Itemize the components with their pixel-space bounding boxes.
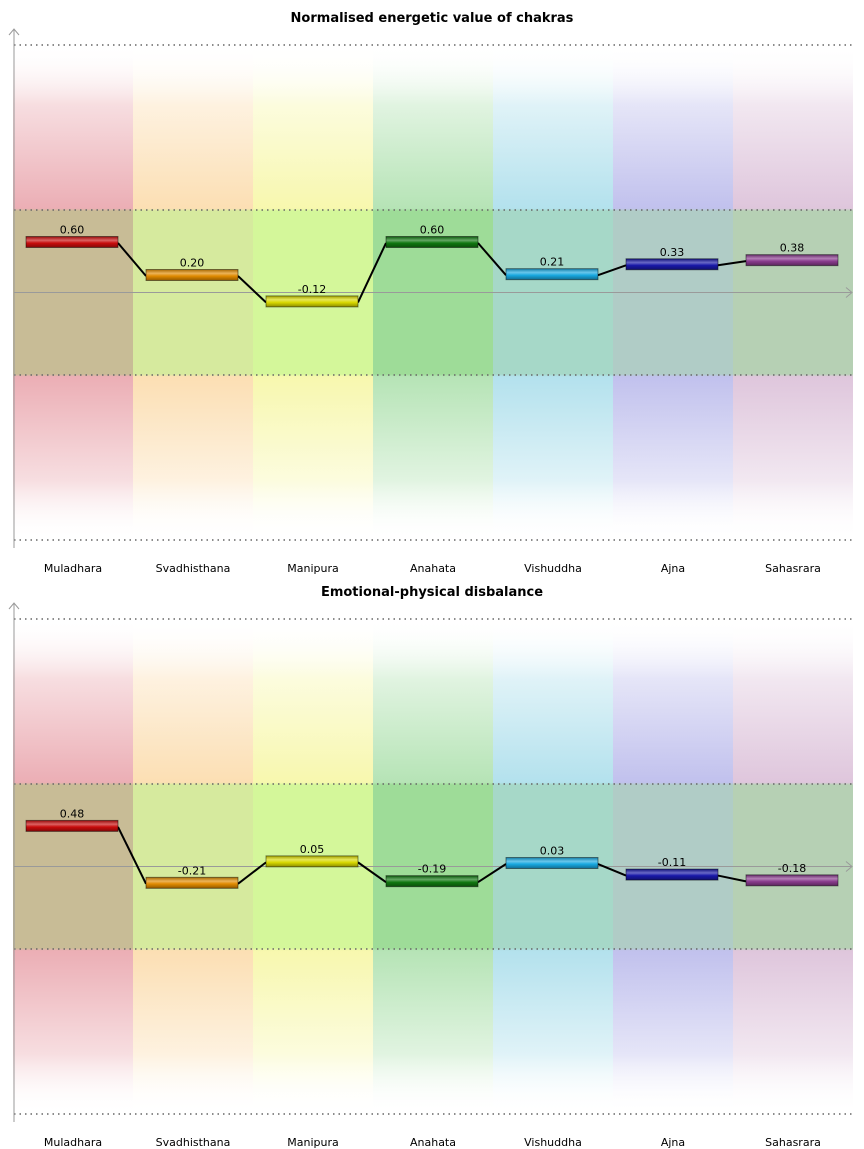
category-label: Muladhara <box>44 1136 102 1148</box>
emotional-physical-disbalance-chart-canvas: 0.48 -0.21 0.05 -0.19 0.03 -0.11 -0.18 Muladhar… <box>8 585 854 1148</box>
series-connector <box>237 275 267 304</box>
value-label: -0.12 <box>298 283 326 296</box>
value-label: 0.03 <box>540 845 565 858</box>
category-label: Manipura <box>287 1136 338 1148</box>
series-connector <box>117 826 147 885</box>
series-connector <box>357 861 387 883</box>
category-label: Svadhisthana <box>156 562 231 574</box>
y-axis <box>8 28 20 548</box>
value-label: 0.60 <box>60 224 85 237</box>
category-label: Svadhisthana <box>156 1136 231 1148</box>
category-label: Anahata <box>410 562 456 574</box>
series-connector <box>717 874 747 883</box>
series-connector <box>477 863 507 884</box>
category-label: Manipura <box>287 562 338 574</box>
bar-sahasrara <box>745 874 839 887</box>
category-label: Muladhara <box>44 562 102 574</box>
series-connector <box>117 242 147 277</box>
value-label: 0.48 <box>60 807 85 820</box>
bar-sahasrara <box>745 254 839 267</box>
bar-svadhisthana <box>145 876 239 889</box>
category-label: Vishuddha <box>524 562 582 574</box>
value-label: 0.05 <box>300 843 325 856</box>
value-label: -0.21 <box>178 864 206 877</box>
category-label: Vishuddha <box>524 1136 582 1148</box>
series-connector <box>237 861 267 885</box>
chart-title: Normalised energetic value of chakras <box>291 11 574 26</box>
value-label: 0.33 <box>660 246 685 259</box>
value-label: 0.21 <box>540 256 565 269</box>
series-connector <box>717 260 747 267</box>
series-connector <box>357 242 387 303</box>
series-connector <box>597 264 627 277</box>
y-axis <box>8 602 20 1122</box>
bar-ajna <box>625 258 719 271</box>
category-label: Anahata <box>410 1136 456 1148</box>
value-label: -0.18 <box>778 862 806 875</box>
bar-ajna <box>625 868 719 881</box>
x-axis <box>14 861 853 872</box>
chakra-energy-chart-canvas: 0.60 0.20 -0.12 0.60 0.21 0.33 0.38 Muladhara Sv… <box>8 11 854 574</box>
value-label: 0.20 <box>180 257 205 270</box>
value-label: 0.38 <box>780 242 805 255</box>
bar-anahata <box>385 236 479 248</box>
bar-vishuddha <box>505 268 599 281</box>
bar-anahata <box>385 875 479 888</box>
bar-svadhisthana <box>145 269 239 281</box>
bar-manipura <box>265 295 359 308</box>
x-axis <box>14 287 853 298</box>
value-label: 0.60 <box>420 224 445 237</box>
emotional-physical-disbalance-chart: 0.48 -0.21 0.05 -0.19 0.03 -0.11 -0.18 Muladhar… <box>0 574 864 1148</box>
chart-title: Emotional-physical disbalance <box>321 585 543 600</box>
category-label: Ajna <box>661 562 685 574</box>
value-label: -0.11 <box>658 856 686 869</box>
value-label: -0.19 <box>418 863 446 876</box>
category-label: Sahasrara <box>765 562 821 574</box>
bar-vishuddha <box>505 857 599 870</box>
series-connector <box>597 863 627 877</box>
series-connector <box>477 242 507 276</box>
bar-muladhara <box>25 819 119 832</box>
chakra-energy-chart: 0.60 0.20 -0.12 0.60 0.21 0.33 0.38 Muladhara Sv… <box>0 0 864 574</box>
category-label: Sahasrara <box>765 1136 821 1148</box>
bar-muladhara <box>25 236 119 248</box>
bar-manipura <box>265 855 359 868</box>
category-label: Ajna <box>661 1136 685 1148</box>
